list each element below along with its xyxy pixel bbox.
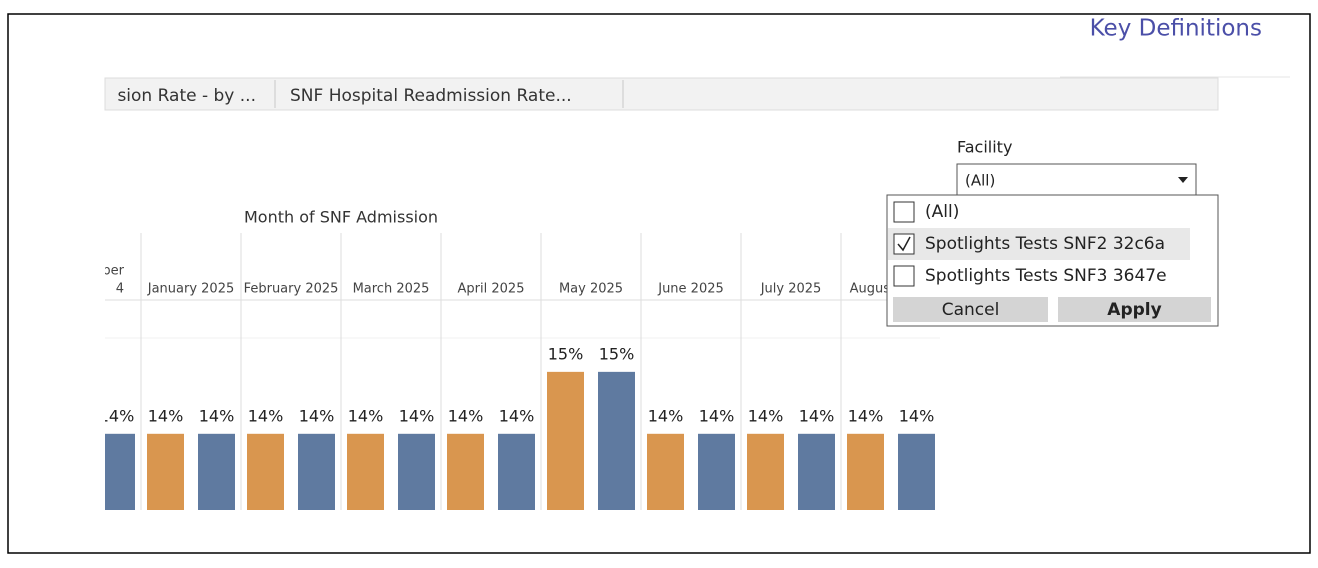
button-label[interactable]: Cancel	[942, 300, 1000, 320]
value-label: 14%	[848, 406, 884, 425]
tab-bar	[104, 77, 1219, 111]
facility-filter: Facility (All) (All) Spotlights Tests SNF…	[886, 138, 1219, 327]
value-label: 14%	[748, 406, 784, 425]
value-label: 14%	[99, 406, 135, 425]
x-tick-label: May 2025	[559, 282, 623, 297]
checkbox[interactable]	[893, 233, 915, 255]
button[interactable]	[1058, 297, 1211, 322]
button[interactable]	[893, 297, 1048, 322]
x-tick-label: April 2025	[458, 282, 525, 297]
value-label: 14%	[799, 406, 835, 425]
tab[interactable]: sion Rate - by ...	[117, 86, 256, 106]
value-label: 14%	[648, 406, 684, 425]
x-tick-label: July 2025	[760, 282, 822, 297]
value-label: 14%	[699, 406, 735, 425]
bar	[105, 433, 135, 510]
bar	[598, 371, 635, 510]
value-label: 14%	[448, 406, 484, 425]
filter-label: Facility	[957, 138, 1012, 157]
bar	[447, 433, 484, 510]
plot: January 2025 February 2025 March 2025 April…	[99, 233, 940, 510]
value-label: 14%	[299, 406, 335, 425]
bar	[147, 433, 184, 510]
bar	[347, 433, 384, 510]
filter-selected: (All)	[965, 172, 995, 190]
x-tick-label: ber	[102, 264, 124, 279]
bar	[498, 433, 535, 510]
bar	[898, 433, 935, 510]
bar	[647, 433, 684, 510]
button-label[interactable]: Apply	[1107, 300, 1161, 320]
x-tick-label: 4	[116, 282, 124, 297]
value-label: 14%	[148, 406, 184, 425]
value-label: 14%	[248, 406, 284, 425]
x-tick-label: February 2025	[244, 282, 339, 297]
checkmark	[897, 236, 911, 252]
value-label: 14%	[499, 406, 535, 425]
value-label: 14%	[199, 406, 235, 425]
x-tick-label: January 2025	[147, 282, 235, 297]
bar	[247, 433, 284, 510]
value-label: 15%	[599, 344, 635, 363]
bar	[847, 433, 884, 510]
checkbox[interactable]	[893, 201, 915, 223]
option-label[interactable]: Spotlights Tests SNF3 3647e	[925, 266, 1167, 286]
x-tick-label: March 2025	[353, 282, 430, 297]
bar	[298, 433, 335, 510]
bar	[398, 433, 435, 510]
option-highlight	[888, 228, 1190, 260]
x-tick-label: June 2025	[657, 282, 724, 297]
option-label[interactable]: (All)	[925, 202, 959, 222]
value-label: 14%	[399, 406, 435, 425]
dropdown-arrow	[1178, 177, 1188, 183]
bar	[747, 433, 784, 510]
filter-select[interactable]	[956, 163, 1197, 196]
key-definitions-link[interactable]: Key Definitions	[1090, 16, 1262, 42]
bar	[698, 433, 735, 510]
bar	[798, 433, 835, 510]
value-label: 14%	[348, 406, 384, 425]
chart-title: Month of SNF Admission	[244, 208, 438, 227]
checkbox[interactable]	[893, 265, 915, 287]
option-label[interactable]: Spotlights Tests SNF2 32c6a	[925, 234, 1165, 254]
value-label: 15%	[548, 344, 584, 363]
value-label: 14%	[899, 406, 935, 425]
bar	[547, 371, 584, 510]
bar	[198, 433, 235, 510]
tab[interactable]: SNF Hospital Readmission Rate...	[290, 86, 572, 106]
